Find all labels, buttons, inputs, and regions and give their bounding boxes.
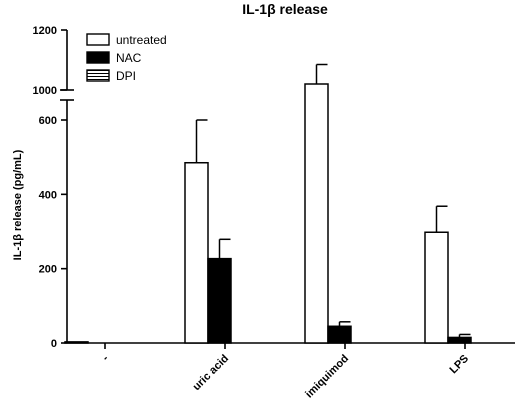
x-category-label: uric acid [191, 353, 231, 393]
bar-untreated-0 [64, 341, 89, 344]
legend-swatch-dpi [86, 69, 110, 82]
y-tick-label: 0 [51, 338, 57, 350]
y-axis-label: IL-1β release (pg/mL) [12, 149, 24, 260]
chart-title: IL-1β release [242, 1, 328, 17]
y-axis: 0 200 400 600 1000 1200 [33, 25, 74, 350]
x-ticks: - uric acid imiquimod LPS [100, 343, 471, 400]
bars [64, 63, 472, 344]
bar-nac-2 [327, 325, 352, 344]
y-tick-label: 400 [39, 189, 57, 201]
y-tick-label: 200 [39, 264, 57, 276]
y-tick-label: 1200 [33, 25, 57, 37]
bar-nac-1 [207, 257, 232, 344]
legend-label-dpi: DPI [116, 69, 136, 83]
bar-untreated-1 [184, 161, 209, 344]
legend: untreated NAC DPI [86, 33, 167, 83]
bar-nac-3 [447, 336, 472, 344]
legend-label-untreated: untreated [116, 33, 167, 47]
legend-swatch-nac [86, 51, 110, 64]
bar-untreated-3 [424, 231, 449, 344]
x-category-label: - [100, 352, 111, 363]
y-tick-label: 600 [39, 115, 57, 127]
legend-label-nac: NAC [116, 51, 142, 65]
x-category-label: LPS [447, 353, 471, 377]
x-category-label: imiquimod [303, 353, 351, 401]
y-tick-label: 1000 [33, 85, 57, 97]
bar-untreated-2 [304, 83, 329, 344]
legend-swatch-untreated [86, 33, 110, 46]
